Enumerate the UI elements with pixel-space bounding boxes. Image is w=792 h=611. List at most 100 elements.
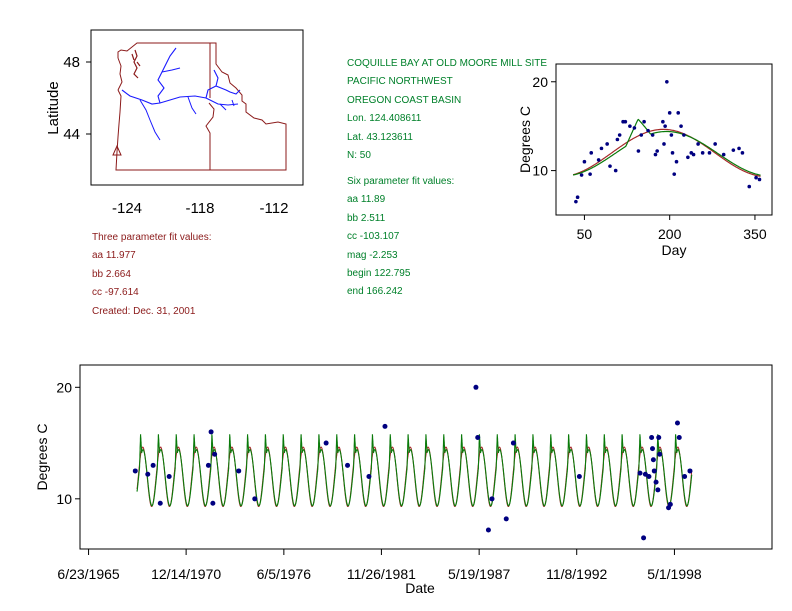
seasonal-data-point bbox=[737, 146, 741, 151]
seasonal-data-point bbox=[682, 133, 686, 137]
seasonal-data-point bbox=[639, 133, 644, 137]
site-basin: OREGON COAST BASIN bbox=[347, 94, 462, 106]
timeseries-xtick-label: 6/23/1965 bbox=[57, 566, 119, 582]
seasonal-three-param-fit-line bbox=[572, 128, 761, 177]
seasonal-data-point bbox=[613, 168, 618, 173]
timeseries-data-point bbox=[642, 471, 648, 477]
seasonal-data-point bbox=[669, 133, 674, 137]
timeseries-data-point bbox=[650, 457, 656, 463]
site-region: PACIFIC NORTHWEST bbox=[347, 76, 453, 88]
timeseries-data-point bbox=[637, 470, 643, 476]
three-param-cc: cc -97.614 bbox=[92, 287, 139, 299]
timeseries-data-point bbox=[345, 462, 351, 468]
timeseries-six-param-fit-line bbox=[136, 434, 693, 507]
washington-outline bbox=[117, 42, 211, 98]
timeseries-xtick-label: 12/14/1970 bbox=[151, 566, 221, 582]
seasonal-data-point bbox=[646, 128, 650, 133]
created-date: Created: Dec. 31, 2001 bbox=[92, 305, 196, 317]
site-marker-icon bbox=[112, 144, 122, 156]
site-title: COQUILLE BAY AT OLD MOORE MILL SITE bbox=[347, 58, 548, 69]
six-param-heading: Six parameter fit values: bbox=[347, 176, 455, 187]
seasonal-data-point bbox=[608, 164, 612, 168]
seasonal-ylabel: Degrees C bbox=[517, 106, 533, 173]
seasonal-six-param-fit-line bbox=[572, 118, 761, 176]
map-ylabel: Latitude bbox=[45, 81, 62, 134]
three-param-aa: aa 11.977 bbox=[92, 250, 136, 262]
seasonal-data-point bbox=[650, 133, 655, 137]
seasonal-data-point bbox=[662, 142, 666, 146]
three-param-bb: bb 2.664 bbox=[92, 268, 131, 280]
seasonal-data-point bbox=[575, 195, 580, 200]
timeseries-data-point bbox=[166, 474, 172, 480]
seasonal-data-point bbox=[674, 159, 679, 164]
seasonal-data-point bbox=[757, 177, 762, 182]
seasonal-data-point bbox=[691, 152, 696, 157]
six-param-begin: begin 122.795 bbox=[347, 267, 411, 279]
seasonal-xtick-label: 350 bbox=[743, 226, 767, 242]
timeseries-data-point bbox=[682, 474, 688, 480]
seasonal-data-point bbox=[696, 142, 700, 146]
timeseries-data-point bbox=[503, 516, 509, 522]
timeseries-data-point bbox=[323, 440, 329, 446]
timeseries-xtick-label: 11/26/1981 bbox=[347, 566, 416, 582]
map-xtick-label-112: -112 bbox=[260, 200, 289, 217]
timeseries-data-point bbox=[205, 462, 211, 468]
seasonal-data-point bbox=[636, 149, 641, 153]
upper-columbia-river bbox=[157, 47, 181, 104]
seasonal-data-point bbox=[713, 142, 717, 146]
timeseries-data-point bbox=[676, 434, 682, 440]
seasonal-data-point bbox=[731, 148, 736, 152]
seasonal-data-point bbox=[588, 172, 592, 176]
seasonal-data-point bbox=[679, 124, 683, 128]
seasonal-data-point bbox=[642, 119, 646, 124]
timeseries-data-point bbox=[649, 434, 655, 440]
six-param-cc: cc -103.107 bbox=[347, 231, 400, 243]
willamette-river bbox=[139, 99, 161, 141]
seasonal-data-point bbox=[632, 126, 637, 130]
timeseries-data-point bbox=[510, 440, 516, 446]
timeseries-frame bbox=[79, 364, 773, 550]
timeseries-ytick-label: 20 bbox=[56, 379, 72, 395]
six-param-aa: aa 11.89 bbox=[347, 194, 386, 206]
seasonal-ytick-label: 10 bbox=[532, 163, 548, 179]
timeseries-data-point bbox=[655, 487, 661, 493]
timeseries-xtick-label: 11/8/1992 bbox=[546, 566, 607, 582]
idaho-outline bbox=[210, 42, 287, 171]
timeseries-data-point bbox=[212, 451, 218, 457]
seasonal-data-point bbox=[617, 133, 622, 137]
seasonal-chart: 50 200 350 10 20 Day Degrees C bbox=[517, 63, 773, 258]
seasonal-frame bbox=[555, 63, 773, 216]
timeseries-data-point bbox=[576, 474, 582, 480]
timeseries-data-point bbox=[208, 429, 214, 435]
timeseries-data-point bbox=[145, 471, 151, 477]
map-ytick-label-44: 44 bbox=[63, 126, 80, 143]
seasonal-data-point bbox=[670, 151, 675, 155]
six-param-block: Six parameter fit values: aa 11.89 bb 2.… bbox=[347, 173, 454, 302]
seasonal-data-point bbox=[599, 146, 604, 151]
seasonal-data-point bbox=[665, 79, 669, 84]
site-lon: Lon. 124.408611 bbox=[347, 113, 422, 125]
timeseries-data-point bbox=[210, 500, 216, 506]
map-panel: Latitude 48 44 -124 -118 -112 bbox=[45, 29, 304, 217]
seasonal-data-point bbox=[686, 155, 690, 160]
timeseries-xtick-label: 5/1/1998 bbox=[647, 566, 702, 582]
timeseries-data-point bbox=[382, 423, 388, 429]
timeseries-xtick-label: 6/5/1976 bbox=[257, 566, 312, 582]
timeseries-data-point bbox=[489, 496, 495, 502]
timeseries-data-point bbox=[674, 420, 680, 426]
six-param-bb: bb 2.511 bbox=[347, 212, 386, 224]
timeseries-xlabel: Date bbox=[405, 580, 435, 596]
timeseries-data-point bbox=[473, 384, 479, 390]
site-n: N: 50 bbox=[347, 149, 371, 161]
timeseries-data-point bbox=[657, 451, 663, 457]
timeseries-data-point bbox=[366, 474, 372, 480]
timeseries-data-point bbox=[252, 496, 258, 502]
seasonal-data-point bbox=[661, 119, 665, 124]
seasonal-xlabel: Day bbox=[662, 242, 687, 258]
deschutes-river bbox=[187, 96, 235, 115]
seasonal-xtick-label: 50 bbox=[577, 226, 593, 242]
timeseries-ylabel: Degrees C bbox=[34, 424, 50, 491]
timeseries-ytick-label: 10 bbox=[56, 491, 72, 507]
seasonal-data-point bbox=[676, 111, 681, 115]
